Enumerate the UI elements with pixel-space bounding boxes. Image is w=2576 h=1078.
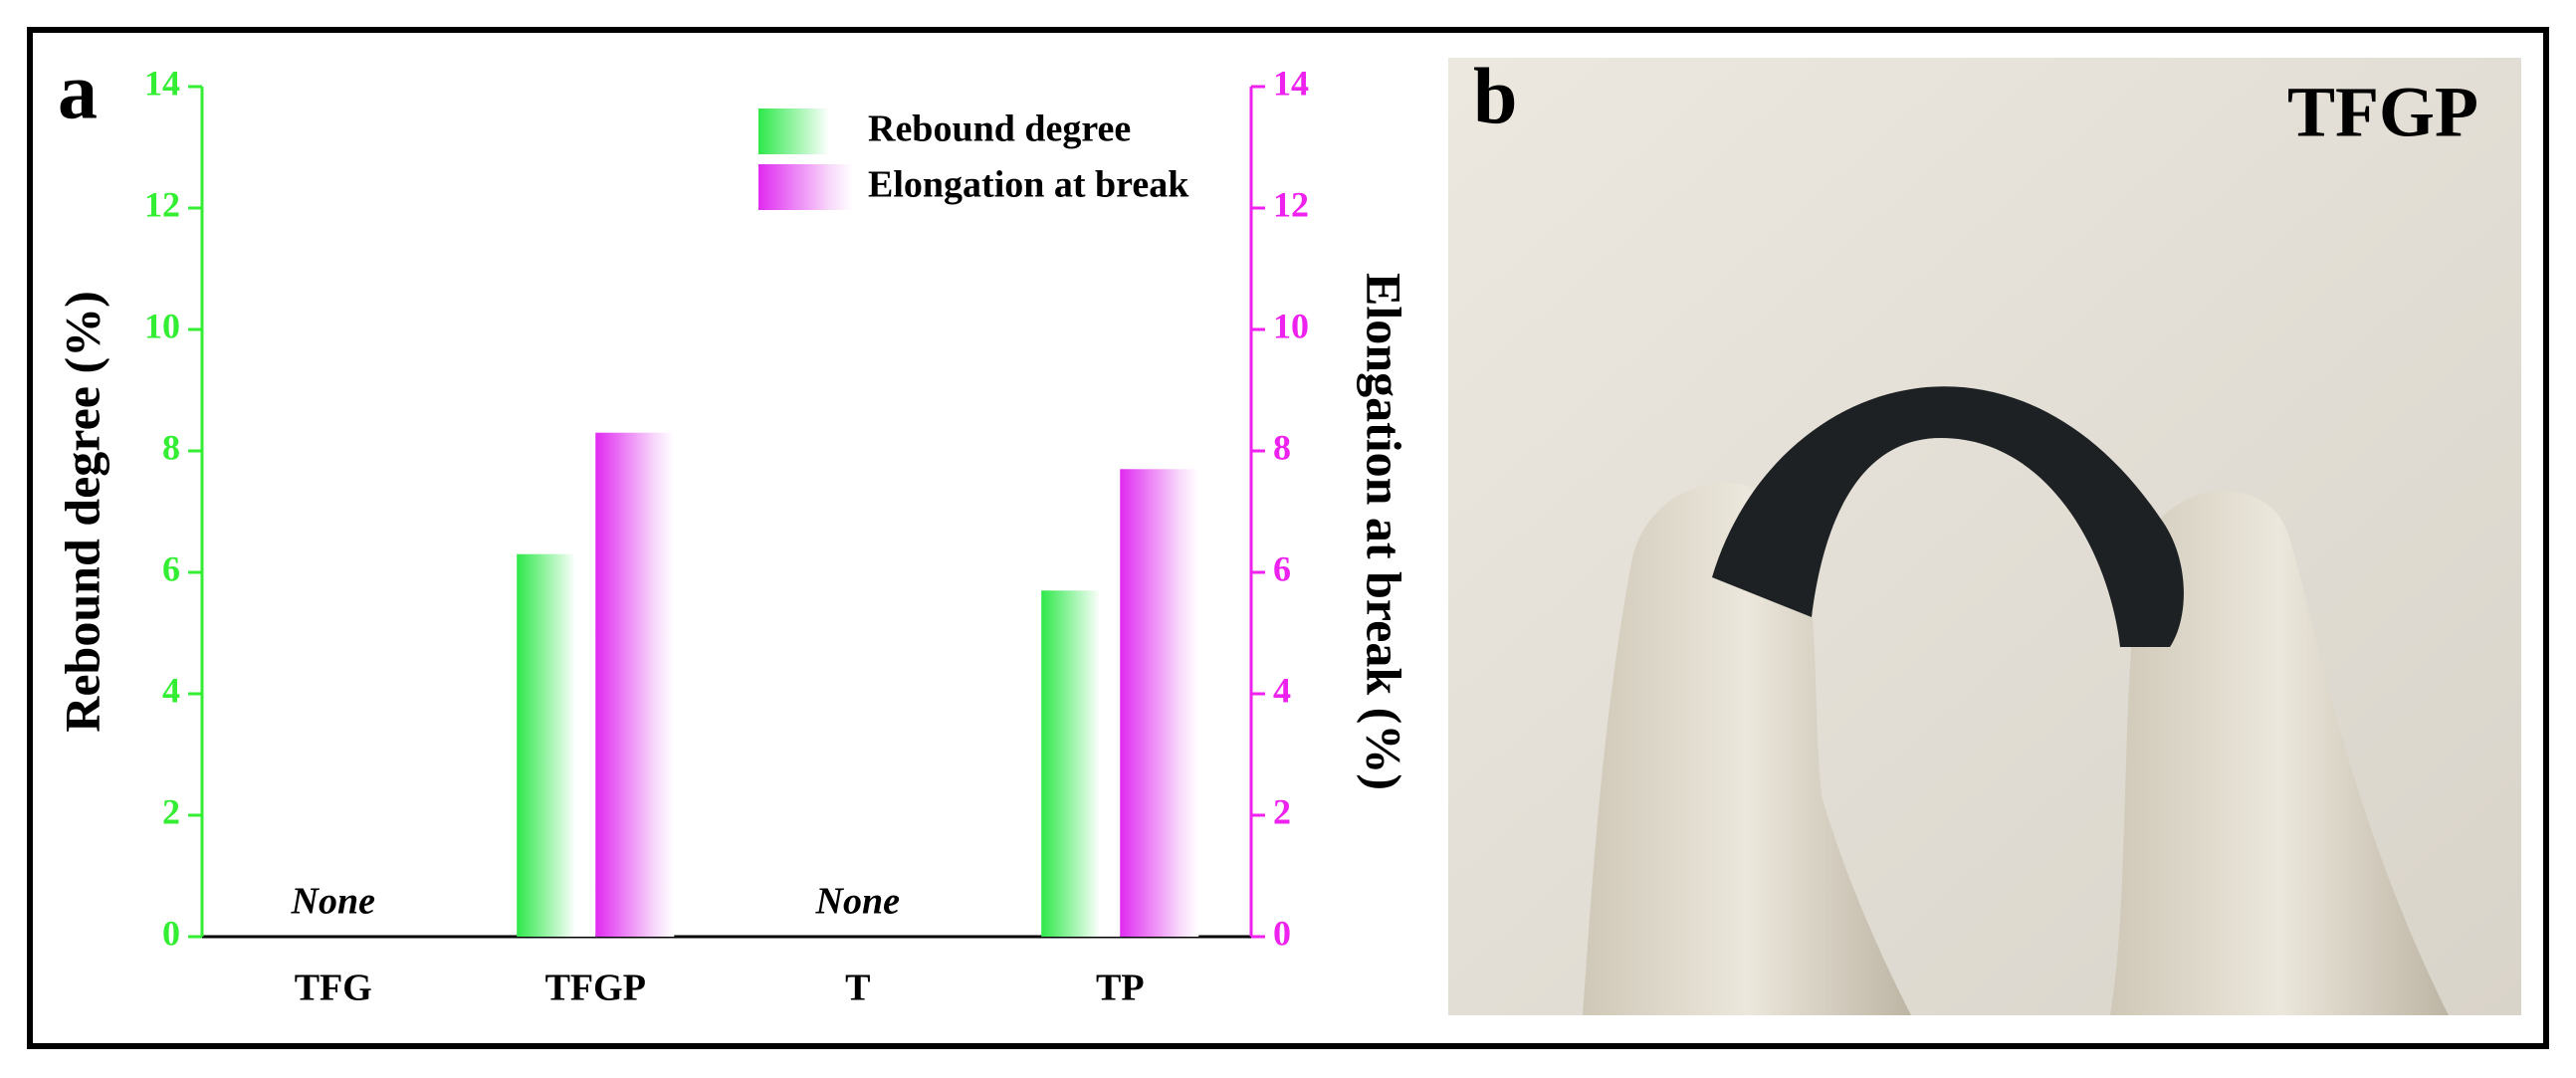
bar bbox=[1041, 590, 1121, 937]
x-tick-label: T bbox=[845, 968, 870, 1009]
y2-axis-label: Elongation at break (%) bbox=[1357, 273, 1412, 790]
value-label: None bbox=[815, 881, 901, 923]
y-axis-label: Rebound degree (%) bbox=[54, 291, 109, 733]
y2-tick-label: 0 bbox=[1273, 913, 1291, 953]
y2-tick-label: 14 bbox=[1273, 63, 1309, 103]
y2-tick-label: 8 bbox=[1273, 427, 1291, 467]
y2-tick-label: 10 bbox=[1273, 306, 1309, 345]
bar bbox=[595, 432, 675, 937]
panel-label: b bbox=[1473, 53, 1518, 140]
y2-tick-label: 6 bbox=[1273, 548, 1291, 588]
legend-swatch bbox=[758, 108, 853, 154]
legend-label: Rebound degree bbox=[868, 108, 1131, 150]
y-tick-label: 8 bbox=[162, 427, 180, 467]
legend-label: Elongation at break bbox=[868, 164, 1189, 206]
y2-tick-label: 12 bbox=[1273, 184, 1309, 224]
foam-sample bbox=[1712, 386, 2184, 647]
y2-tick-label: 2 bbox=[1273, 791, 1291, 831]
frame bbox=[27, 27, 2549, 1049]
photo-label: TFGP bbox=[2287, 73, 2478, 152]
y-tick-label: 4 bbox=[162, 670, 180, 710]
glove-right bbox=[2110, 491, 2449, 1016]
x-tick-label: TP bbox=[1096, 968, 1145, 1009]
y-tick-label: 2 bbox=[162, 791, 180, 831]
value-label: None bbox=[291, 881, 376, 923]
glove-left bbox=[1583, 483, 1911, 1015]
y2-tick-label: 4 bbox=[1273, 670, 1291, 710]
bar bbox=[517, 553, 596, 937]
bar bbox=[1120, 469, 1199, 937]
y-tick-label: 12 bbox=[144, 184, 180, 224]
x-tick-label: TFGP bbox=[545, 968, 646, 1009]
x-tick-label: TFG bbox=[295, 968, 372, 1009]
y-tick-label: 10 bbox=[144, 306, 180, 345]
legend-swatch bbox=[758, 164, 853, 210]
panel-label: a bbox=[58, 48, 98, 135]
y-tick-label: 14 bbox=[144, 63, 180, 103]
y-tick-label: 6 bbox=[162, 548, 180, 588]
y-tick-label: 0 bbox=[162, 913, 180, 953]
photo: TFGP b bbox=[1448, 53, 2521, 1016]
